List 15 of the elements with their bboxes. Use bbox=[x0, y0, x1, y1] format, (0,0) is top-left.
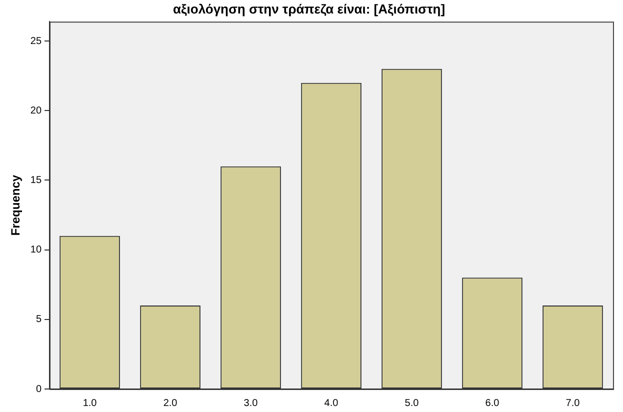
y-tick-label: 20 bbox=[30, 105, 42, 116]
x-tick-label: 1.0 bbox=[82, 398, 98, 409]
x-tick-label: 5.0 bbox=[404, 398, 420, 409]
y-tick-label: 0 bbox=[36, 384, 42, 395]
x-tick-label: 6.0 bbox=[485, 398, 500, 409]
chart-title: αξιολόγηση στην τράπεζα είναι: [Αξιόπιστη] bbox=[172, 1, 446, 16]
y-tick-label: 15 bbox=[30, 175, 42, 186]
x-tick-label: 2.0 bbox=[163, 398, 178, 409]
y-tick-label: 25 bbox=[30, 36, 42, 47]
y-tick-label: 5 bbox=[36, 314, 42, 326]
x-tick-label: 3.0 bbox=[244, 398, 258, 409]
x-tick-label: 7.0 bbox=[566, 398, 580, 409]
y-axis-title: Frequency bbox=[8, 174, 23, 236]
y-tick-label: 10 bbox=[30, 244, 42, 256]
x-tick-label: 4.0 bbox=[324, 398, 339, 409]
